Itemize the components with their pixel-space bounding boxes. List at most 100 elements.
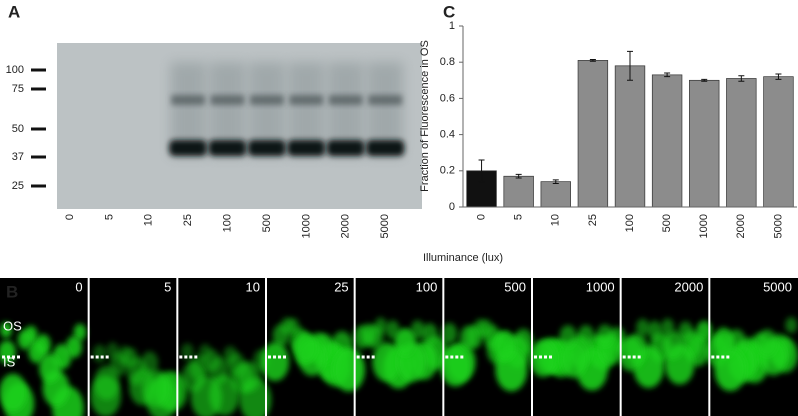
fluorescence [295, 332, 317, 363]
frame-divider [353, 278, 356, 416]
marker-label: 75 [12, 83, 24, 95]
gel-band [368, 95, 403, 105]
fluorescence [559, 325, 577, 349]
x-tick-label: 0 [475, 214, 487, 220]
fluorescence [141, 369, 170, 408]
fluorescence [73, 323, 87, 341]
gel-band [366, 140, 405, 156]
x-tick-label: 500 [661, 214, 673, 232]
fluorescence [106, 342, 119, 359]
y-tick-label: 1 [449, 20, 455, 32]
fluorescence [39, 353, 61, 383]
frame-divider [87, 278, 90, 416]
fluorescence [410, 320, 425, 340]
fluorescence [440, 345, 471, 387]
gel-band [250, 95, 284, 105]
gel-band [208, 140, 247, 156]
fluorescence [372, 342, 401, 382]
error-bar [664, 72, 671, 78]
bar [763, 76, 794, 208]
y-axis-label: Fraction of Fluorescence in OS [419, 40, 431, 192]
fluorescence [28, 339, 46, 364]
error-bar [552, 179, 559, 184]
gel-band [248, 140, 286, 156]
fluorescence [596, 324, 614, 347]
fluorescence [560, 340, 588, 378]
y-tick-label: 0.4 [440, 129, 455, 141]
error-bar [738, 75, 745, 82]
micrograph-label: 500 [504, 279, 526, 294]
micrograph-label: 100 [416, 279, 438, 294]
fluorescence [385, 320, 400, 340]
panel-label: A [8, 2, 20, 21]
gel-band [287, 140, 326, 156]
x-tick-label: 10 [550, 214, 562, 226]
lane-label: 1000 [300, 214, 312, 238]
micrograph-label: 5000 [763, 279, 792, 294]
fluorescence [141, 351, 159, 375]
fluorescence [94, 365, 120, 400]
bar [689, 79, 720, 208]
x-tick-label: 5000 [772, 214, 784, 238]
bar [614, 65, 646, 208]
x-tick-label: 2000 [735, 214, 747, 238]
x-tick-label: 25 [587, 214, 599, 226]
fluorescence [260, 342, 290, 382]
y-tick-label: 0.8 [440, 56, 455, 68]
fluorescence [333, 347, 365, 392]
lane-label: 2000 [340, 214, 352, 238]
lane-label: 100 [222, 214, 234, 232]
x-tick-label: 5 [513, 214, 525, 220]
x-tick-label: 100 [624, 214, 636, 232]
fluorescence [529, 340, 557, 378]
fluorescence [223, 346, 238, 366]
marker-label: 50 [12, 123, 24, 135]
y-tick-label: 0.6 [440, 92, 455, 104]
error-bar [701, 78, 708, 82]
x-axis-label: Illuminance (lux) [423, 252, 503, 264]
x-tick-label: 1000 [698, 214, 710, 238]
lane-label: 25 [182, 214, 194, 226]
error-bar [515, 173, 522, 179]
fluorescence [421, 323, 438, 345]
error-bar [478, 159, 485, 183]
fluorescence [238, 361, 261, 393]
fluorescence [395, 329, 416, 357]
frame-divider [176, 278, 179, 416]
frame-divider [442, 278, 445, 416]
fluorescence [0, 373, 27, 412]
frame-divider [708, 278, 711, 416]
fluorescence [618, 337, 644, 372]
marker-label: 100 [6, 64, 24, 76]
fluorescence [0, 322, 12, 338]
marker-label: 37 [12, 151, 24, 163]
lane-label: 5000 [379, 214, 391, 238]
frame-divider [265, 278, 267, 416]
fluorescence [459, 325, 478, 350]
fluorescence [661, 318, 675, 336]
bar [503, 175, 534, 208]
fluorescence [697, 320, 712, 340]
fluorescence [785, 317, 798, 334]
micrograph-label: 5 [164, 279, 171, 294]
fluorescence [647, 320, 662, 341]
gel-band [169, 140, 208, 156]
fluorescence [757, 329, 778, 357]
panel-label: B [6, 282, 18, 301]
micrograph-label: 2000 [674, 279, 703, 294]
bar [726, 78, 757, 208]
fluorescence [190, 376, 222, 416]
fluorescence [272, 324, 290, 347]
gel-band [210, 95, 245, 105]
error-bar [627, 50, 633, 81]
micrograph-label: 1000 [586, 279, 615, 294]
fluorescence [204, 349, 221, 372]
fluorescence [494, 331, 517, 361]
frame-divider [531, 278, 533, 416]
lane-label: 0 [64, 214, 76, 220]
bar [540, 181, 571, 208]
gel-band [171, 95, 206, 105]
fluorescence [636, 318, 650, 337]
fluorescence [92, 344, 107, 363]
